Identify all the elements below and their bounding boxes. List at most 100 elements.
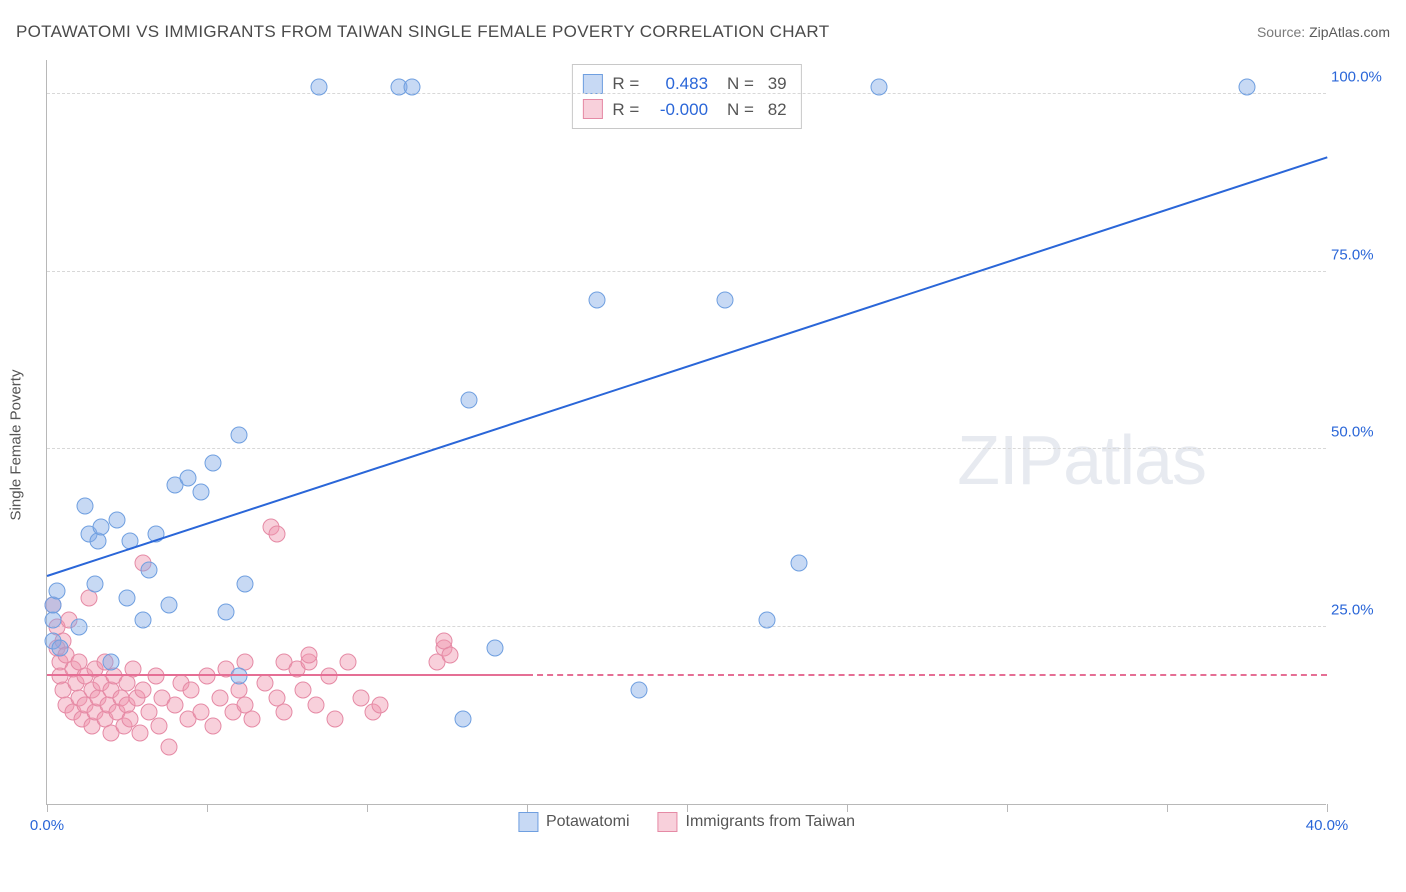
data-point-b — [256, 675, 273, 692]
data-point-a — [90, 533, 107, 550]
correlation-row-b: R = -0.000 N = 82 — [582, 97, 786, 123]
n-label-b: N = — [727, 100, 759, 119]
data-point-a — [759, 611, 776, 628]
legend-item-a: Potawatomi — [518, 812, 630, 832]
data-point-a — [231, 668, 248, 685]
x-tick-label: 0.0% — [30, 817, 64, 834]
source-link[interactable]: ZipAtlas.com — [1309, 24, 1390, 40]
x-tick — [1167, 804, 1168, 812]
data-point-b — [301, 647, 318, 664]
r-label-a: R = — [612, 74, 644, 93]
data-point-a — [77, 498, 94, 515]
data-point-b — [339, 654, 356, 671]
gridline — [47, 626, 1326, 627]
data-point-b — [151, 717, 168, 734]
data-point-a — [218, 604, 235, 621]
data-point-b — [275, 703, 292, 720]
n-label-a: N = — [727, 74, 759, 93]
x-tick — [847, 804, 848, 812]
category-legend: Potawatomi Immigrants from Taiwan — [518, 812, 855, 832]
data-point-a — [119, 590, 136, 607]
watermark-atlas: atlas — [1063, 421, 1206, 499]
data-point-a — [87, 576, 104, 593]
trendline-a — [47, 156, 1328, 577]
data-point-b — [192, 703, 209, 720]
data-point-a — [192, 483, 209, 500]
title-bar: POTAWATOMI VS IMMIGRANTS FROM TAIWAN SIN… — [16, 22, 1390, 42]
data-point-a — [48, 583, 65, 600]
source-prefix: Source: — [1257, 24, 1309, 40]
swatch-series-b — [582, 99, 602, 119]
data-point-b — [352, 689, 369, 706]
data-point-b — [295, 682, 312, 699]
data-point-a — [135, 611, 152, 628]
data-point-b — [371, 696, 388, 713]
n-value-b: 82 — [759, 97, 787, 123]
trendline-b-solid — [47, 674, 527, 676]
data-point-b — [183, 682, 200, 699]
scatter-plot: ZIPatlas R = 0.483 N = 39 R = -0.000 — [46, 60, 1326, 805]
data-point-a — [589, 292, 606, 309]
data-point-a — [461, 391, 478, 408]
data-point-a — [311, 79, 328, 96]
data-point-a — [403, 79, 420, 96]
x-tick — [1327, 804, 1328, 812]
data-point-a — [160, 597, 177, 614]
data-point-a — [455, 710, 472, 727]
data-point-a — [1239, 79, 1256, 96]
source-attribution: Source: ZipAtlas.com — [1257, 24, 1390, 40]
data-point-a — [205, 455, 222, 472]
data-point-b — [131, 725, 148, 742]
data-point-a — [45, 597, 62, 614]
data-point-b — [160, 739, 177, 756]
data-point-b — [135, 682, 152, 699]
data-point-b — [320, 668, 337, 685]
watermark-zip: ZIP — [957, 421, 1063, 499]
r-value-b: -0.000 — [644, 97, 708, 123]
trendline-b-dash — [527, 674, 1327, 676]
data-point-a — [487, 639, 504, 656]
data-point-a — [109, 512, 126, 529]
watermark: ZIPatlas — [957, 420, 1206, 500]
data-point-b — [167, 696, 184, 713]
x-tick — [687, 804, 688, 812]
data-point-a — [103, 654, 120, 671]
data-point-a — [141, 561, 158, 578]
r-label-b: R = — [612, 100, 644, 119]
data-point-b — [205, 717, 222, 734]
data-point-a — [231, 427, 248, 444]
data-point-a — [717, 292, 734, 309]
y-tick-label: 50.0% — [1331, 424, 1386, 441]
legend-label-b: Immigrants from Taiwan — [686, 813, 856, 831]
data-point-a — [71, 618, 88, 635]
y-tick-label: 25.0% — [1331, 601, 1386, 618]
data-point-b — [307, 696, 324, 713]
swatch-series-a-icon — [518, 812, 538, 832]
y-tick-label: 75.0% — [1331, 246, 1386, 263]
x-tick — [367, 804, 368, 812]
gridline — [47, 93, 1326, 94]
swatch-series-a — [582, 74, 602, 94]
gridline — [47, 448, 1326, 449]
legend-item-b: Immigrants from Taiwan — [658, 812, 856, 832]
x-tick — [47, 804, 48, 812]
data-point-b — [442, 647, 459, 664]
data-point-a — [631, 682, 648, 699]
data-point-a — [179, 469, 196, 486]
x-tick — [1007, 804, 1008, 812]
y-tick-label: 100.0% — [1331, 69, 1386, 86]
y-axis-label: Single Female Poverty — [8, 370, 25, 521]
gridline — [47, 271, 1326, 272]
x-tick-label: 40.0% — [1306, 817, 1349, 834]
data-point-b — [269, 526, 286, 543]
swatch-series-b-icon — [658, 812, 678, 832]
x-tick — [207, 804, 208, 812]
data-point-a — [237, 576, 254, 593]
data-point-b — [147, 668, 164, 685]
data-point-b — [199, 668, 216, 685]
data-point-a — [51, 639, 68, 656]
chart-area: Single Female Poverty ZIPatlas R = 0.483… — [46, 60, 1386, 830]
data-point-a — [791, 554, 808, 571]
data-point-a — [871, 79, 888, 96]
data-point-b — [211, 689, 228, 706]
